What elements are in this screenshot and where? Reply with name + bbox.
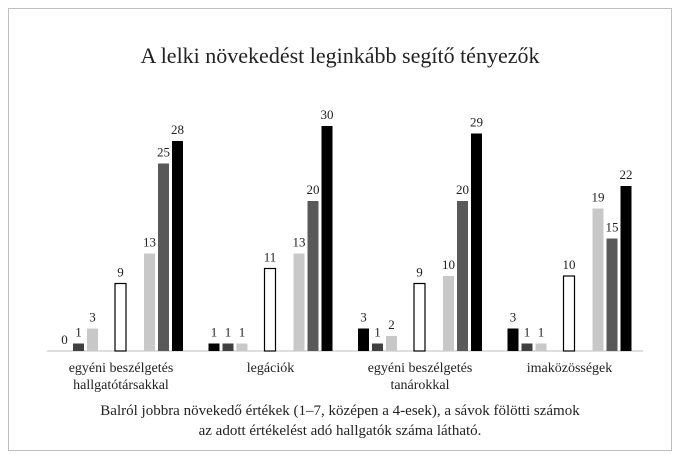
- bar: [158, 163, 169, 351]
- bar: [321, 126, 333, 351]
- value-label: 10: [442, 257, 455, 272]
- x-tick-label: imaközösségek: [527, 361, 613, 376]
- value-label: 11: [264, 250, 277, 265]
- bar: [172, 141, 183, 351]
- bar: [535, 343, 547, 351]
- bar: [507, 328, 519, 351]
- value-label: 3: [89, 310, 96, 325]
- value-label: 3: [360, 310, 367, 325]
- value-label: 1: [538, 325, 545, 340]
- value-label: 13: [143, 235, 156, 250]
- caption: Balról jobbra növekedő értékek (1–7, köz…: [100, 403, 580, 439]
- bar: [471, 133, 482, 351]
- x-tick-label: egyéni beszélgetés hallgatótársakkal: [69, 361, 174, 393]
- value-label: 9: [117, 265, 124, 280]
- bar: [236, 343, 248, 351]
- value-label: 1: [75, 325, 82, 340]
- bar: [208, 343, 220, 351]
- bar: [263, 267, 277, 352]
- chart-frame: [8, 8, 672, 451]
- value-label: 19: [592, 190, 605, 205]
- value-label: 13: [293, 235, 306, 250]
- bar: [144, 253, 155, 351]
- x-tick-label: egyéni beszélgetés tanárokkal: [368, 361, 473, 393]
- bar: [606, 238, 618, 351]
- value-label: 1: [374, 325, 381, 340]
- bar: [562, 275, 576, 352]
- value-label: 1: [225, 325, 232, 340]
- value-label: 9: [416, 265, 423, 280]
- value-label: 30: [321, 107, 334, 122]
- value-label: 22: [620, 167, 633, 182]
- bar: [114, 282, 127, 352]
- bar: [457, 201, 468, 351]
- value-label: 3: [510, 310, 517, 325]
- bar: [87, 328, 98, 351]
- value-label: 25: [157, 145, 170, 160]
- bar: [307, 201, 319, 351]
- bar: [443, 276, 454, 351]
- value-label: 1: [211, 325, 218, 340]
- value-label: 20: [456, 182, 469, 197]
- x-tick-label: legációk: [247, 361, 294, 376]
- bar: [413, 282, 426, 352]
- bar: [358, 328, 369, 351]
- value-label: 1: [524, 325, 531, 340]
- bar: [73, 343, 84, 351]
- value-label: 20: [307, 182, 320, 197]
- bar: [592, 208, 604, 351]
- bar: [620, 186, 632, 351]
- bar: [521, 343, 533, 351]
- bar: [222, 343, 234, 351]
- bar: [372, 343, 383, 351]
- value-label: 28: [171, 122, 184, 137]
- value-label: 0: [61, 332, 68, 347]
- value-label: 1: [239, 325, 246, 340]
- bar: [386, 336, 397, 351]
- chart-title: A lelki növekedést leginkább segítő tény…: [141, 43, 540, 68]
- value-label: 10: [563, 257, 576, 272]
- value-label: 29: [470, 115, 483, 130]
- value-label: 2: [388, 317, 395, 332]
- bar: [293, 253, 305, 351]
- value-label: 15: [606, 220, 619, 235]
